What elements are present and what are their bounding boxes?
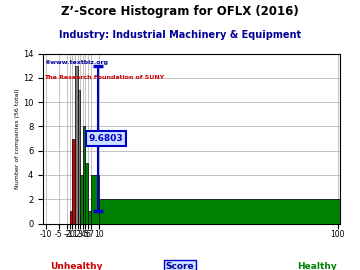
Bar <box>83 126 85 224</box>
Text: ©www.textbiz.org: ©www.textbiz.org <box>44 60 108 65</box>
Bar <box>85 163 88 224</box>
Text: Z’-Score Histogram for OFLX (2016): Z’-Score Histogram for OFLX (2016) <box>61 5 299 18</box>
Text: Unhealthy: Unhealthy <box>50 262 103 270</box>
Bar <box>91 175 99 224</box>
Bar <box>88 211 91 224</box>
Text: Score: Score <box>166 262 194 270</box>
Text: The Research Foundation of SUNY: The Research Foundation of SUNY <box>44 75 165 80</box>
Bar <box>69 211 72 224</box>
Text: 9.6803: 9.6803 <box>89 134 123 143</box>
Text: Industry: Industrial Machinery & Equipment: Industry: Industrial Machinery & Equipme… <box>59 30 301 40</box>
Bar <box>77 90 80 224</box>
Bar <box>75 66 77 224</box>
Text: Healthy: Healthy <box>297 262 337 270</box>
Bar <box>72 139 75 224</box>
Bar <box>99 199 340 224</box>
Bar <box>80 175 83 224</box>
Y-axis label: Number of companies (56 total): Number of companies (56 total) <box>15 88 20 189</box>
